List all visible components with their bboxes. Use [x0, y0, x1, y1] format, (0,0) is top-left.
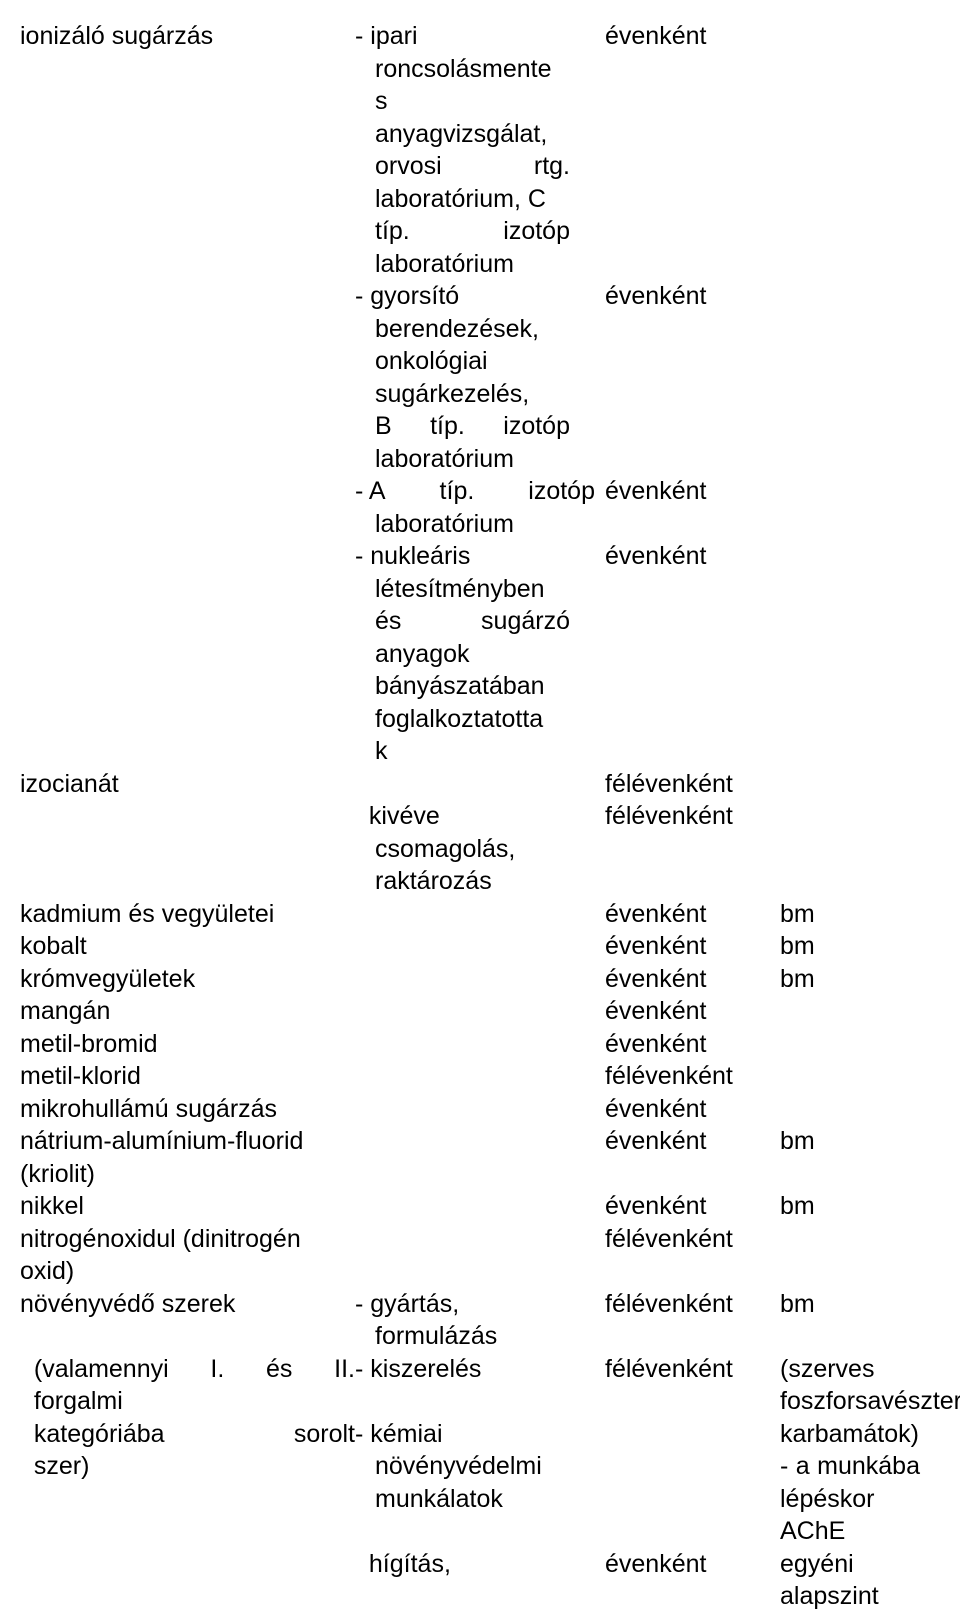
table-row: hígítás, évenként egyéni alapszint	[20, 1548, 920, 1613]
table-subrow: laboratórium	[20, 443, 920, 476]
table-row: nitrogénoxidul (dinitrogénfélévenként	[20, 1223, 920, 1256]
table-row: mikrohullámú sugárzásévenként	[20, 1093, 920, 1126]
table-subrow: foglalkoztatotta	[20, 703, 920, 736]
table-row: kategóriábasorolt - kémiai karbamátok)	[20, 1418, 920, 1451]
table-row: - Atíp.izotóp évenként	[20, 475, 920, 508]
table-row: ionizáló sugárzás - ipari évenként	[20, 20, 920, 53]
table-subrow: formulázás	[20, 1320, 920, 1353]
table-row: munkálatok lépéskor AChE	[20, 1483, 920, 1548]
table-subrow: anyagok	[20, 638, 920, 671]
table-subrow: berendezések,	[20, 313, 920, 346]
table-row: kadmium és vegyületeiévenkéntbm	[20, 898, 920, 931]
table-subrow: anyagvizsgálat,	[20, 118, 920, 151]
table-row: izocianát félévenként	[20, 768, 920, 801]
table-subrow: (kriolit)	[20, 1158, 920, 1191]
table-subrow: csomagolás,	[20, 833, 920, 866]
table-row: szer) növényvédelmi -amunkába	[20, 1450, 920, 1483]
table-subrow: éssugárzó	[20, 605, 920, 638]
table-row: nikkelévenkéntbm	[20, 1190, 920, 1223]
table-subrow: típ.izotóp	[20, 215, 920, 248]
table-row: metil-kloridfélévenként	[20, 1060, 920, 1093]
table-subrow: laboratórium	[20, 508, 920, 541]
table-subrow: k	[20, 735, 920, 768]
table-row: nátrium-alumínium-fluoridévenkéntbm	[20, 1125, 920, 1158]
table-row: metil-bromidévenként	[20, 1028, 920, 1061]
table-subrow: s	[20, 85, 920, 118]
table-subrow: laboratórium	[20, 248, 920, 281]
table-subrow: onkológiai	[20, 345, 920, 378]
table-row: - gyorsító évenként	[20, 280, 920, 313]
col-context: - ipari	[355, 20, 605, 53]
table-subrow: laboratórium, C	[20, 183, 920, 216]
table-subrow: oxid)	[20, 1255, 920, 1288]
table-subrow: bányászatában	[20, 670, 920, 703]
col-substance: ionizáló sugárzás	[20, 20, 355, 53]
table-subrow: sugárkezelés,	[20, 378, 920, 411]
table-row: kobaltévenkéntbm	[20, 930, 920, 963]
table-row: (valamennyiI.ésII. - kiszerelés félévenk…	[20, 1353, 920, 1386]
table-row: forgalmi foszforsavészterek,	[20, 1385, 920, 1418]
table-row: - nukleáris évenként	[20, 540, 920, 573]
table-row: növényvédő szerek - gyártás, félévenként…	[20, 1288, 920, 1321]
table-row: krómvegyületekévenkéntbm	[20, 963, 920, 996]
table-subrow: roncsolásmente	[20, 53, 920, 86]
table-row: kivéve félévenként	[20, 800, 920, 833]
table-subrow: létesítményben	[20, 573, 920, 606]
table-subrow: orvosirtg.	[20, 150, 920, 183]
table-row: mangánévenként	[20, 995, 920, 1028]
col-frequency: évenként	[605, 20, 780, 53]
table-subrow: Btíp.izotóp	[20, 410, 920, 443]
table-subrow: raktározás	[20, 865, 920, 898]
